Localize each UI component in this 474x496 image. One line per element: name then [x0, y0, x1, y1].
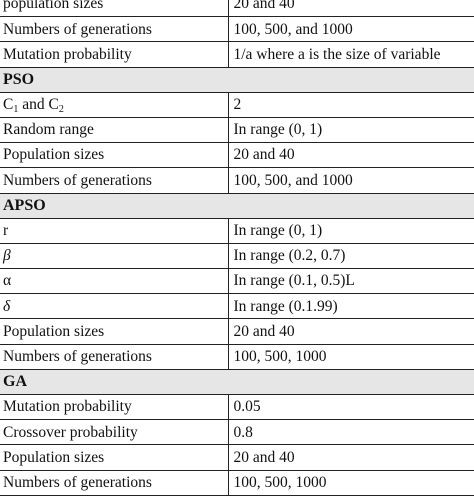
parameter-row: Numbers of generations 100, 500, 1000 [0, 344, 474, 370]
parameter-value: 20 and 40 [227, 444, 474, 471]
parameter-row: population sizes 20 and 40 [0, 0, 474, 18]
parameter-row: β In range (0.2, 0.7) [0, 243, 474, 270]
parameter-name: β [0, 243, 228, 270]
parameter-value: 0.05 [227, 394, 474, 421]
section-header-row: PSO [0, 66, 474, 93]
section-title: GA [0, 368, 474, 396]
parameter-row: Population sizes 20 and 40 [0, 444, 474, 471]
parameter-value: 20 and 40 [227, 142, 474, 169]
parameter-name: α [0, 268, 228, 295]
parameter-row: C1 and C2 2 [0, 92, 474, 118]
parameter-subscript: 2 [58, 104, 64, 116]
parameter-row: δ In range (0.1.99) [0, 293, 474, 320]
parameter-value: In range (0, 1) [227, 117, 474, 144]
parameter-name: Random range [0, 117, 228, 144]
parameter-name: Numbers of generations [0, 167, 228, 194]
parameter-name: Crossover probability [0, 419, 228, 446]
parameter-row: Population sizes 20 and 40 [0, 318, 474, 345]
parameter-value: 20 and 40 [227, 0, 474, 18]
parameter-name: r [0, 218, 228, 244]
parameter-name: Numbers of generations [0, 16, 228, 43]
section-title: APSO [0, 192, 474, 219]
parameter-name: C1 and C2 [0, 92, 228, 118]
parameter-name: Mutation probability [0, 41, 228, 68]
parameter-value: In range (0.1.99) [227, 293, 474, 320]
parameter-row: Numbers of generations 100, 500, and 1000 [0, 167, 474, 194]
parameter-value: 100, 500, 1000 [227, 344, 474, 370]
parameter-subscript: 1 [13, 104, 19, 116]
parameter-value: 2 [227, 92, 474, 118]
parameter-value: 0.8 [227, 419, 474, 446]
parameter-row: Mutation probability 0.05 [0, 394, 474, 421]
parameter-value: 100, 500, and 1000 [227, 16, 474, 43]
parameter-row: α In range (0.1, 0.5)L [0, 268, 474, 295]
parameter-value: 1/a where a is the size of variable [227, 41, 474, 68]
section-title: PSO [0, 66, 474, 93]
parameter-row: Mutation probability 1/a where a is the s… [0, 41, 474, 68]
parameter-name-part: and C [18, 96, 59, 114]
parameter-row: r In range (0, 1) [0, 218, 474, 244]
parameter-name: population sizes [0, 0, 228, 18]
parameter-name: Mutation probability [0, 394, 228, 421]
parameter-value: 20 and 40 [227, 318, 474, 345]
parameter-name-part: C [3, 96, 14, 114]
parameter-value: In range (0.2, 0.7) [227, 243, 474, 270]
parameter-row: Numbers of generations 100, 500, and 1000 [0, 16, 474, 43]
parameter-name: Population sizes [0, 444, 228, 471]
parameter-value: 100, 500, and 1000 [227, 167, 474, 194]
parameter-row: Population sizes 20 and 40 [0, 142, 474, 169]
parameter-row: Random range In range (0, 1) [0, 117, 474, 144]
section-header-row: APSO [0, 192, 474, 219]
parameter-row: Crossover probability 0.8 [0, 419, 474, 446]
section-header-row: GA [0, 368, 474, 396]
parameter-name: Numbers of generations [0, 344, 228, 370]
parameter-name: δ [0, 293, 228, 320]
parameter-value: In range (0.1, 0.5)L [227, 268, 474, 295]
parameter-value: In range (0, 1) [227, 218, 474, 244]
parameter-name: Population sizes [0, 142, 228, 169]
parameter-name: Population sizes [0, 318, 228, 345]
